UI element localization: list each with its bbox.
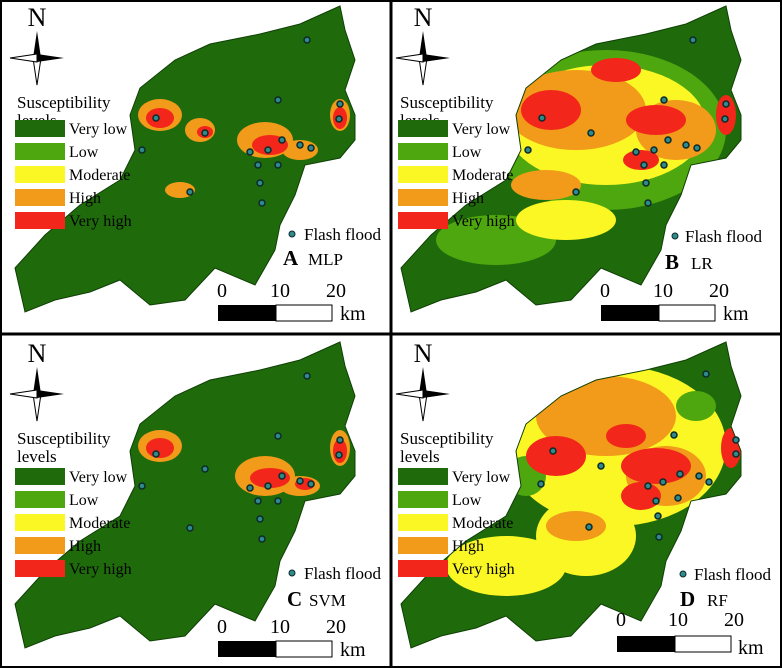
legend-title: Susceptibility [17,429,111,448]
legend: Susceptibility levels Very low Low Moder… [15,93,381,244]
legend: Susceptibility levels Very low Low Moder… [398,429,771,584]
legend-item-moderate: Moderate [69,515,130,532]
legend-item-very-low: Very low [69,469,128,486]
scale-tick: 20 [326,616,346,638]
scale-unit: km [340,303,366,325]
legend-item-low: Low [452,144,482,161]
legend-item-very-low: Very low [452,469,511,486]
scale-tick: 10 [668,609,688,631]
north-arrow: N [395,339,450,422]
legend-item-high: High [452,190,484,207]
legend-title: levels [400,447,440,466]
panel-letter: C [287,587,302,611]
legend-item-high: High [69,190,101,207]
scale-unit: km [738,637,764,659]
scale-tick: 0 [217,280,227,302]
scale-tick: 0 [616,609,626,631]
scale-unit: km [723,303,749,325]
panel-label: D RF [680,587,728,611]
flash-flood-label: Flash flood [304,564,381,583]
north-label: N [28,3,47,32]
legend-item-very-low: Very low [452,121,511,138]
scale-tick: 0 [217,616,227,638]
flash-flood-marker-icon [671,232,679,240]
susceptibility-map [400,5,742,313]
north-label: N [28,339,47,368]
north-label: N [414,339,433,368]
legend-item-very-high: Very high [69,561,132,578]
panel-letter: B [665,250,679,274]
panel-model: MLP [308,250,343,269]
legend-title: levels [17,447,57,466]
scale-unit: km [340,639,366,661]
panel-b: N Susceptibility levels Very low Low Mod… [395,3,762,325]
legend-item-low: Low [69,144,99,161]
panel-label: C SVM [287,587,346,611]
north-arrow: N [9,339,64,422]
legend-item-very-high: Very high [69,213,132,230]
panel-letter: D [680,587,695,611]
north-label: N [414,3,433,32]
panel-a: N Susceptibility levels Very low Low Mod… [9,3,381,325]
flash-flood-points [138,372,344,543]
flash-flood-points [537,370,740,541]
panel-c: N Susceptibility levels Very low Low Mod… [9,339,381,661]
legend-item-moderate: Moderate [452,515,513,532]
legend-item-high: High [452,538,484,555]
panel-label: A MLP [283,246,343,270]
panel-model: RF [707,591,728,610]
flash-flood-marker-icon [288,230,296,238]
susceptibility-map [14,341,356,649]
scale-tick: 20 [326,280,346,302]
panel-letter: A [283,246,299,270]
scale-tick: 10 [270,280,290,302]
legend-item-moderate: Moderate [69,167,130,184]
scale-tick: 10 [653,280,673,302]
panel-label: B LR [665,250,713,274]
scale-bar: 0 10 20 km [217,616,366,661]
legend-title: Susceptibility [400,93,494,112]
legend-title: Susceptibility [400,429,494,448]
flash-flood-marker-icon [679,570,687,578]
flash-flood-label: Flash flood [685,227,762,246]
legend: Susceptibility levels Very low Low Moder… [15,429,381,583]
legend: Susceptibility levels Very low Low Moder… [398,93,762,246]
susceptibility-map [400,341,742,649]
legend-item-low: Low [69,492,99,509]
panel-d: N Susceptibility levels Very low Low Mod… [395,339,771,659]
flash-flood-label: Flash flood [304,225,381,244]
legend-item-low: Low [452,492,482,509]
legend-item-very-low: Very low [69,121,128,138]
north-arrow: N [395,3,450,86]
scale-bar: 0 10 20 km [600,280,749,325]
legend-title: Susceptibility [17,93,111,112]
scale-tick: 20 [709,280,729,302]
flash-flood-label: Flash flood [694,565,771,584]
flash-flood-points [138,36,344,207]
legend-item-high: High [69,538,101,555]
scale-tick: 0 [600,280,610,302]
north-arrow: N [9,3,64,86]
susceptibility-map [14,5,356,313]
panel-model: LR [691,254,713,273]
panel-model: SVM [309,591,346,610]
flash-flood-points [524,36,730,207]
scale-bar: 0 10 20 km [217,280,366,325]
legend-item-moderate: Moderate [452,167,513,184]
legend-item-very-high: Very high [452,561,515,578]
scale-tick: 10 [270,616,290,638]
legend-item-very-high: Very high [452,213,515,230]
scale-bar: 0 10 20 km [616,609,764,659]
flash-flood-marker-icon [288,569,296,577]
scale-tick: 20 [724,609,744,631]
